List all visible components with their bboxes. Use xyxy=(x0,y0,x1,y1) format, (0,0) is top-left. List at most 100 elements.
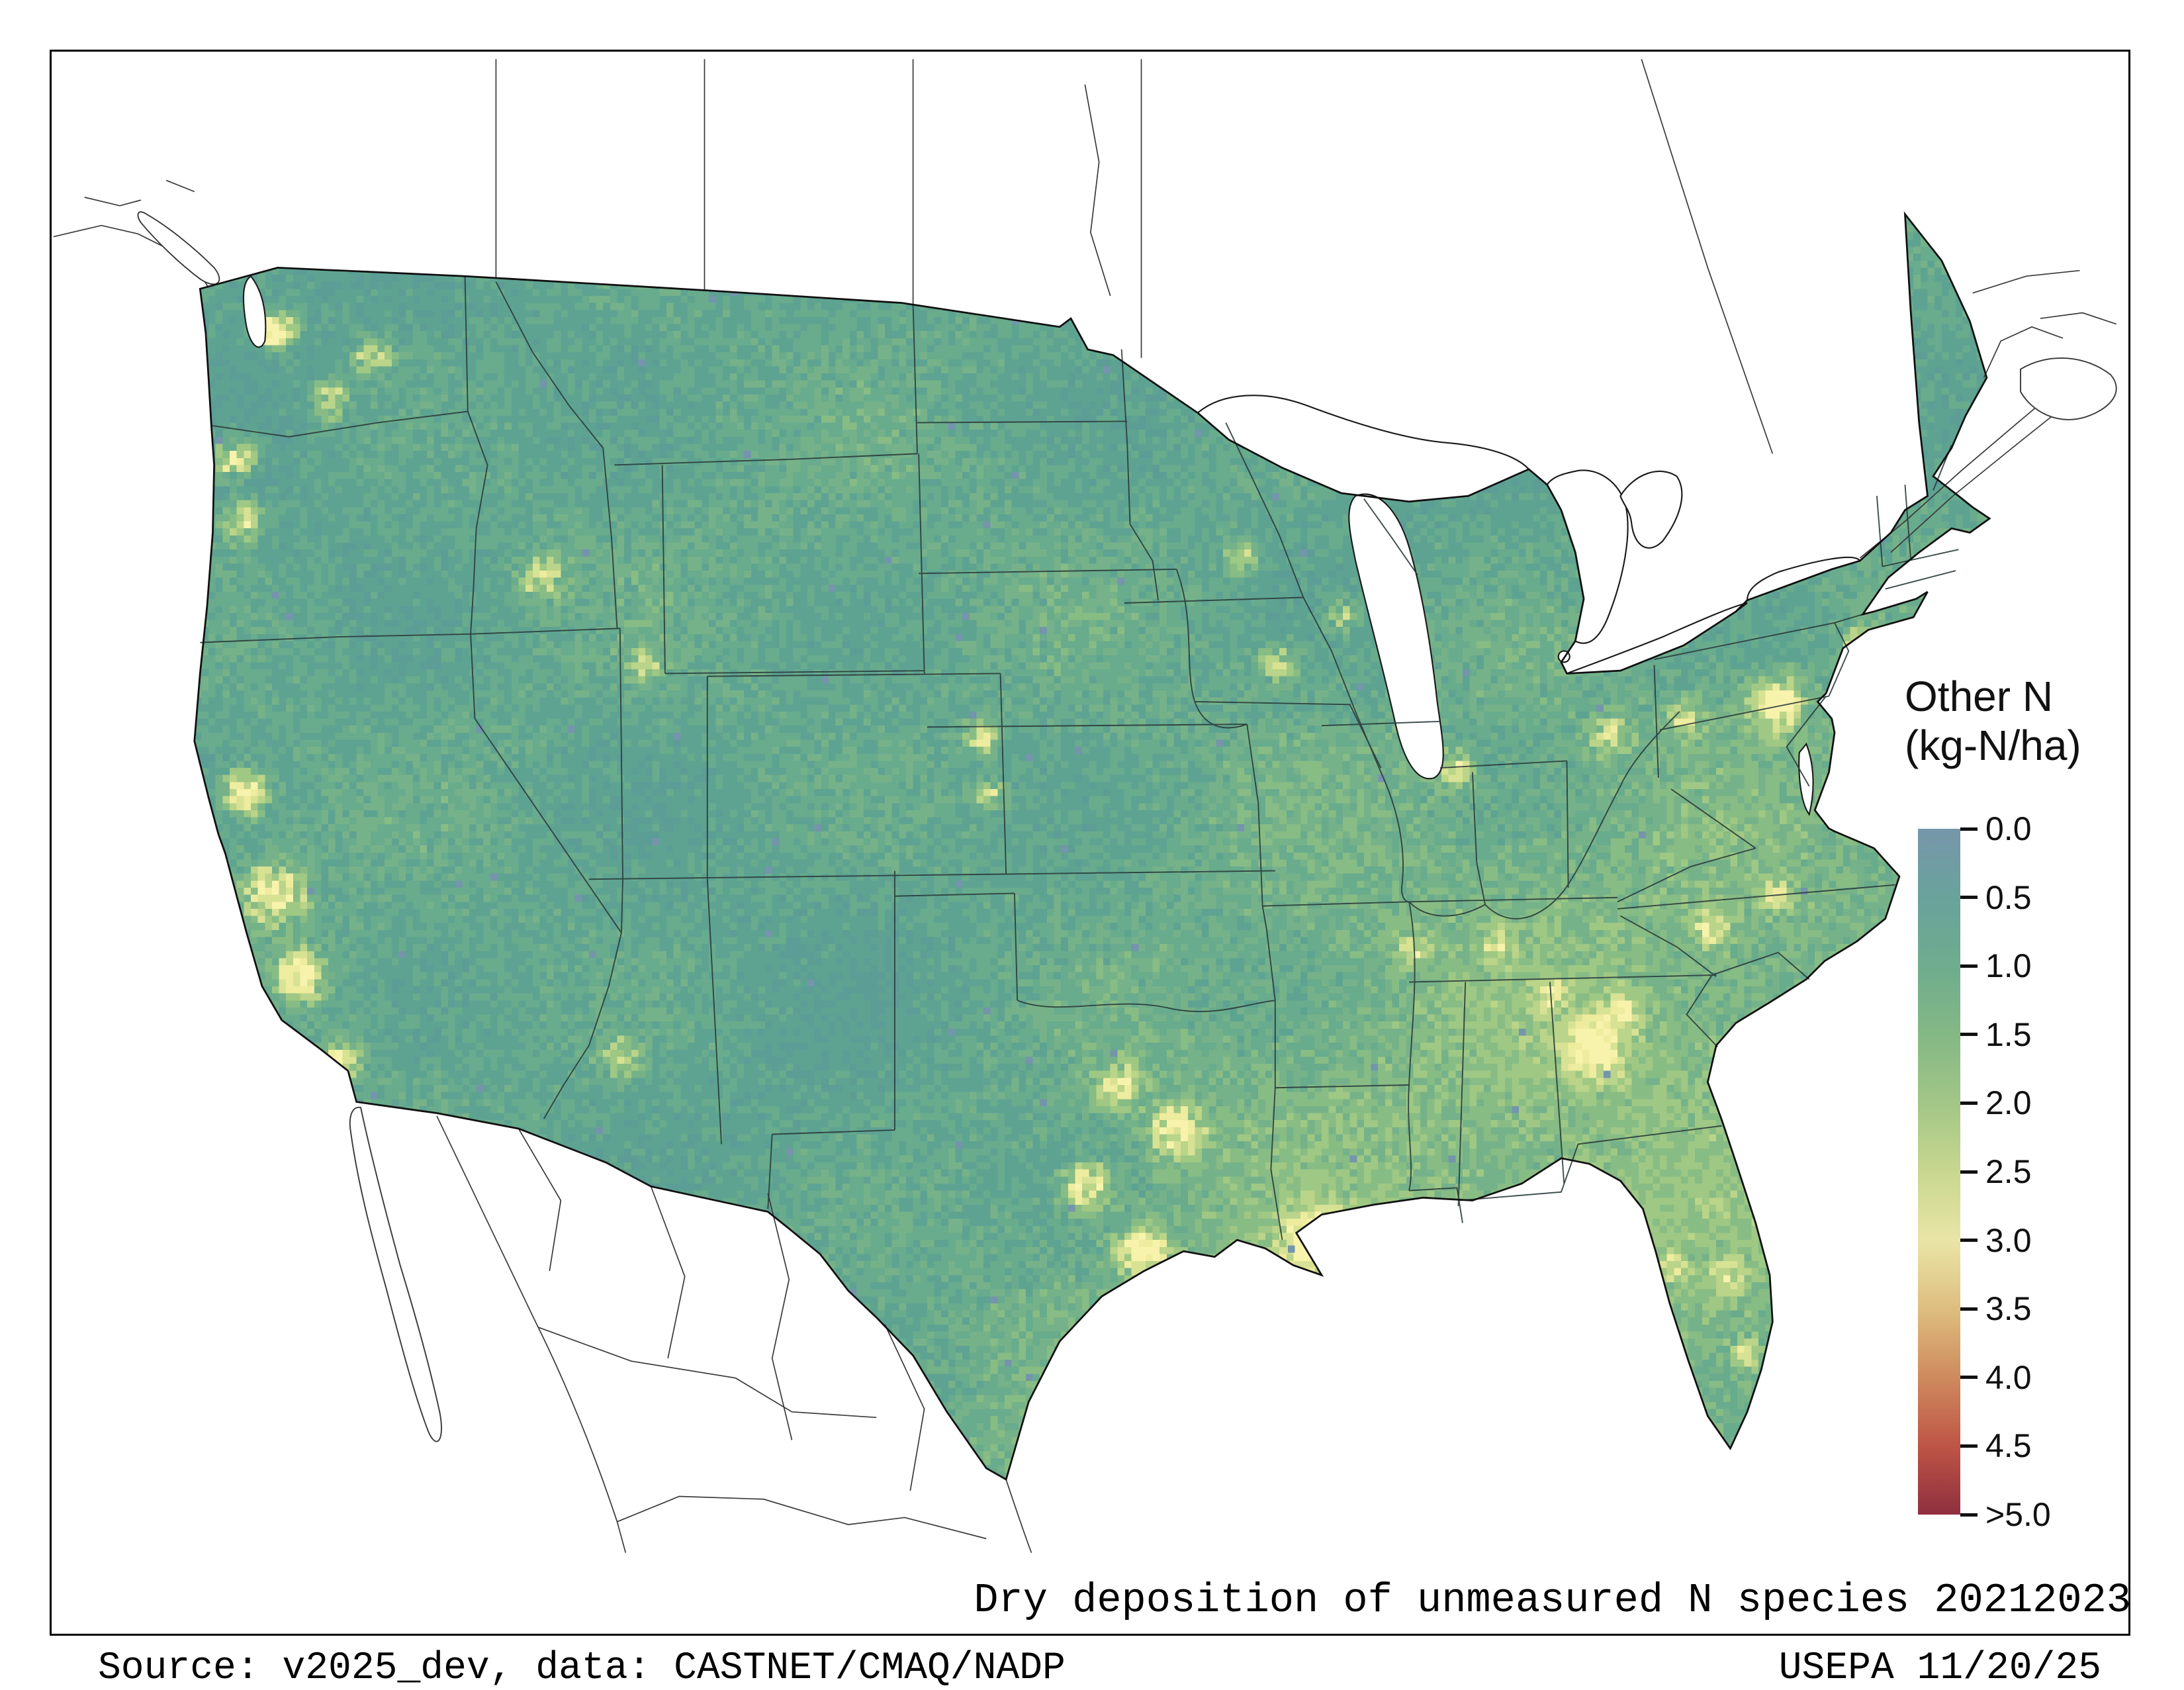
state-border-line xyxy=(1457,982,1467,1207)
neighbor-border-line xyxy=(1983,326,2064,378)
state-border-line xyxy=(919,568,1177,575)
neighbor-border-line xyxy=(617,1495,987,1540)
state-border-line xyxy=(1363,498,1418,575)
neighbor-border-line xyxy=(1084,84,1111,297)
chesapeake-bay xyxy=(1798,742,1814,816)
state-border-line xyxy=(1013,893,1019,1001)
state-border-line xyxy=(614,453,918,466)
legend-tick-label: 0.0 xyxy=(1985,810,2032,847)
state-border-line xyxy=(1439,760,1567,769)
state-border-line xyxy=(1876,496,1884,567)
tick-mark xyxy=(1960,1033,1978,1037)
legend-tick: 0.0 xyxy=(1960,810,2032,847)
state-border-line xyxy=(1302,597,1382,773)
legend-tick-label: 2.0 xyxy=(1985,1084,2032,1122)
state-border-line xyxy=(1670,788,1756,849)
legend-tick: 2.5 xyxy=(1960,1153,2032,1190)
lake-michigan xyxy=(1348,493,1444,780)
state-border-line xyxy=(707,673,1001,677)
legend-tick-label: 1.5 xyxy=(1985,1015,2032,1053)
neighbor-border-line xyxy=(518,1128,562,1272)
state-border-line xyxy=(1409,896,1618,903)
legend: Other N (kg-N/ha) xyxy=(1905,673,2081,770)
state-border-line xyxy=(1175,569,1248,729)
legend-tick: 3.5 xyxy=(1960,1290,2032,1328)
legend-tick: 0.5 xyxy=(1960,879,2032,916)
state-border-line xyxy=(1686,974,1718,1048)
tick-mark xyxy=(1960,1307,1978,1311)
state-border-line xyxy=(1834,614,1863,624)
state-border-line xyxy=(1458,1125,1722,1201)
legend-tick-label: 4.5 xyxy=(1985,1427,2032,1465)
state-border-line xyxy=(1246,724,1262,871)
neighbor-border-line xyxy=(650,1186,686,1359)
state-border-line xyxy=(1380,772,1410,903)
state-border-line xyxy=(1619,915,1717,977)
neighbor-border-line xyxy=(1972,269,2080,294)
state-border-line xyxy=(1654,622,1835,661)
state-border-line xyxy=(602,447,618,629)
legend-tick-label: 2.5 xyxy=(1985,1153,2032,1190)
state-border-line xyxy=(1017,1000,1275,1013)
state-border-line xyxy=(1786,695,1827,787)
neighbor-border-line xyxy=(1641,59,1774,454)
puget-sound xyxy=(242,275,267,348)
legend-title-line2: (kg-N/ha) xyxy=(1905,721,2081,769)
neighbor-border-line xyxy=(1005,1479,1032,1553)
neighbor-border-line xyxy=(84,197,142,207)
state-border-line xyxy=(1120,349,1160,600)
legend-tick: 4.0 xyxy=(1960,1359,2032,1396)
state-border-line xyxy=(894,892,1015,897)
source-text: Source: v2025_dev, data: CASTNET/CMAQ/NA… xyxy=(98,1647,1066,1690)
colorbar-gradient xyxy=(1918,829,1960,1515)
map-title: Dry deposition of unmeasured N species 2… xyxy=(974,1577,2131,1624)
state-border-line xyxy=(470,634,622,933)
state-border-line xyxy=(543,932,622,1119)
legend-tick: 4.5 xyxy=(1960,1427,2032,1465)
state-border-line xyxy=(1275,1084,1410,1089)
tick-mark xyxy=(1960,1239,1978,1243)
legend-tick-label: >5.0 xyxy=(1985,1496,2051,1533)
tick-mark xyxy=(1960,827,1978,831)
state-border-line xyxy=(467,411,488,634)
state-border-line xyxy=(999,673,1007,874)
state-border-line xyxy=(1566,761,1569,888)
state-border-line xyxy=(1262,901,1410,907)
neighbor-border-line xyxy=(165,179,195,193)
state-border-line xyxy=(464,276,469,412)
legend-tick: 1.5 xyxy=(1960,1015,2032,1053)
state-border-line xyxy=(1828,622,1850,696)
state-border-line xyxy=(588,870,1275,880)
state-border-line xyxy=(1321,720,1440,727)
state-border-line xyxy=(767,1134,773,1209)
neighbor-border-line xyxy=(436,1115,627,1553)
state-border-line xyxy=(1617,884,1895,910)
state-border-line xyxy=(1195,701,1382,769)
neighbor-border-line xyxy=(767,1193,793,1440)
state-border-line xyxy=(772,1129,895,1135)
state-border-line xyxy=(211,410,468,438)
vancouver-island xyxy=(137,211,220,285)
state-border-line xyxy=(1408,711,1680,919)
state-border-line xyxy=(620,879,623,933)
baja-california xyxy=(349,1107,442,1442)
state-border-line xyxy=(495,281,604,449)
legend-tick: 2.0 xyxy=(1960,1084,2032,1122)
state-border-line xyxy=(1711,951,1810,980)
neighbor-border-line xyxy=(1890,402,2069,553)
state-border-line xyxy=(1124,596,1304,604)
state-border-line xyxy=(912,304,918,454)
state-border-line xyxy=(1225,422,1304,598)
neighbor-border-line xyxy=(884,1324,925,1491)
state-border-line xyxy=(1904,485,1911,558)
legend-tick-label: 3.0 xyxy=(1985,1221,2032,1259)
legend-tick: >5.0 xyxy=(1960,1496,2051,1533)
legend-tick-label: 3.5 xyxy=(1985,1290,2032,1328)
state-border-line xyxy=(200,628,620,643)
tick-mark xyxy=(1960,1513,1978,1517)
state-border-line xyxy=(1261,906,1276,1001)
lake-superior xyxy=(1197,395,1530,502)
us-national-border xyxy=(193,211,1991,1481)
